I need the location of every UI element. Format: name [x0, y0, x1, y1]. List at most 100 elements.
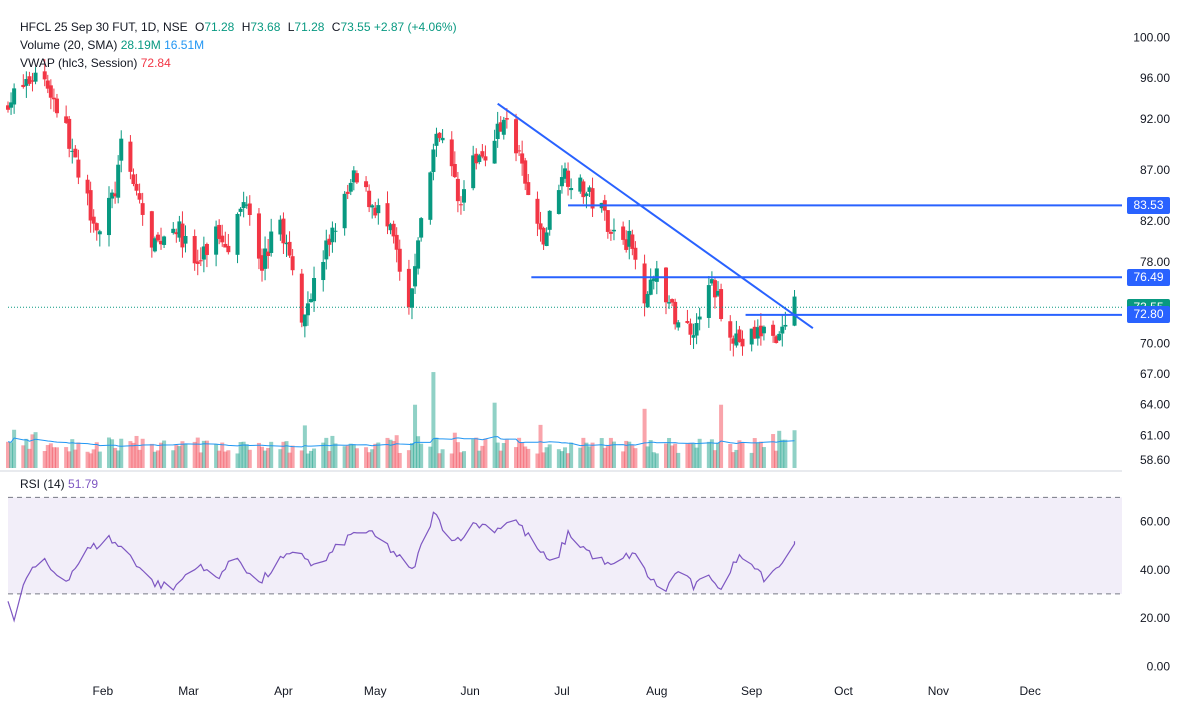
candle-body: [183, 236, 188, 244]
candle-body: [391, 223, 396, 237]
volume-bar: [214, 444, 219, 468]
volume-bar: [566, 453, 571, 468]
volume-bar: [416, 436, 421, 468]
volume-bar: [737, 440, 742, 468]
volume-bar: [27, 448, 32, 468]
volume-bar: [177, 446, 182, 468]
volume-bar: [523, 446, 528, 468]
volume-bar: [462, 451, 467, 468]
volume-bar: [630, 445, 635, 468]
candle-body: [416, 240, 421, 269]
volume-bar: [324, 437, 329, 468]
candle-body: [174, 232, 179, 235]
candle-body: [563, 168, 567, 179]
symbol-legend: HFCL 25 Sep 30 FUT, 1D, NSE O71.28 H73.6…: [20, 20, 457, 34]
candle-body: [281, 218, 286, 244]
volume-bar: [45, 445, 50, 468]
candle-body: [364, 181, 369, 188]
volume-bar: [621, 451, 626, 468]
candle-body: [566, 170, 571, 187]
volume-bar: [204, 440, 209, 468]
volume-bar: [734, 449, 739, 468]
volume-bar: [556, 449, 561, 468]
candle-body: [131, 174, 136, 184]
volume-bar: [159, 442, 164, 468]
volume-label: Volume (20, SMA): [20, 38, 118, 52]
price-axis-tick: 58.60: [1140, 453, 1170, 467]
volume-bar: [155, 450, 160, 468]
price-axis-tick: 78.00: [1140, 255, 1170, 269]
volume-bar: [278, 449, 283, 468]
candle-body: [302, 314, 307, 327]
candle-body: [755, 327, 760, 339]
volume-bar: [48, 443, 53, 468]
volume-bar: [33, 432, 38, 468]
volume-bar: [495, 442, 500, 468]
volume-bar: [535, 453, 540, 468]
low-value: 71.28: [294, 20, 325, 34]
candle-body: [449, 139, 454, 167]
candle-body: [33, 72, 38, 82]
candle-body: [137, 193, 142, 200]
volume-bar: [256, 442, 261, 468]
volume-bar: [174, 444, 179, 468]
candle-body: [740, 338, 745, 347]
volume-bar: [455, 442, 460, 468]
volume-bar: [728, 443, 733, 468]
volume-bar: [388, 439, 393, 468]
candle-body: [783, 324, 788, 327]
time-axis-tick: Sep: [741, 684, 763, 698]
time-axis-tick: May: [364, 684, 387, 698]
volume-bar: [633, 448, 638, 468]
volume-legend: Volume (20, SMA) 28.19M 16.51M: [20, 37, 204, 54]
volume-bar: [691, 443, 696, 468]
candle-body: [413, 266, 418, 287]
candle-body: [195, 261, 200, 264]
time-axis-tick: Jul: [554, 684, 569, 698]
candle-body: [88, 190, 93, 221]
drawing-lines[interactable]: [8, 102, 1122, 329]
candle-body: [278, 219, 283, 235]
volume-bar: [608, 437, 613, 468]
candle-body: [477, 155, 482, 162]
volume-bar: [673, 443, 678, 468]
candle-body: [260, 255, 265, 271]
candle-body: [431, 149, 436, 173]
candle-body: [198, 260, 203, 262]
candle-body: [324, 240, 329, 260]
volume-bar: [719, 404, 724, 468]
volume-bar: [70, 439, 75, 468]
volume-bar: [428, 446, 433, 468]
candle-body: [452, 163, 457, 178]
candle-body: [569, 188, 574, 191]
volume-bar: [302, 425, 307, 468]
price-axis-tick: 92.00: [1140, 112, 1170, 126]
candle-body: [697, 316, 702, 320]
candle-body: [385, 203, 390, 227]
candle-body: [694, 323, 699, 336]
close-value: 73.55: [340, 20, 371, 34]
candle-body: [266, 251, 271, 256]
volume-bar: [740, 442, 745, 468]
axes: 100.00 96.00 92.00 87.00 82.00 78.00 70.00 67.0…: [0, 30, 1170, 698]
volume-bar: [627, 441, 632, 468]
candle-body: [269, 231, 274, 253]
rsi-indicator: [7, 511, 796, 623]
volume-bar: [281, 441, 286, 468]
candle-body: [547, 210, 552, 230]
candle-body: [642, 263, 647, 304]
candle-body: [284, 242, 289, 245]
candle-body: [12, 88, 17, 105]
volume-bar: [195, 437, 200, 468]
volume-bar: [651, 452, 656, 468]
volume-bar: [520, 442, 525, 468]
candle-body: [673, 301, 678, 325]
volume-bar: [137, 449, 142, 468]
candle-body: [204, 244, 209, 255]
candle-body: [630, 234, 635, 249]
candle-body: [633, 247, 638, 260]
volume-bar: [241, 441, 246, 468]
candle-body: [428, 172, 433, 220]
volume-bar: [547, 444, 552, 468]
